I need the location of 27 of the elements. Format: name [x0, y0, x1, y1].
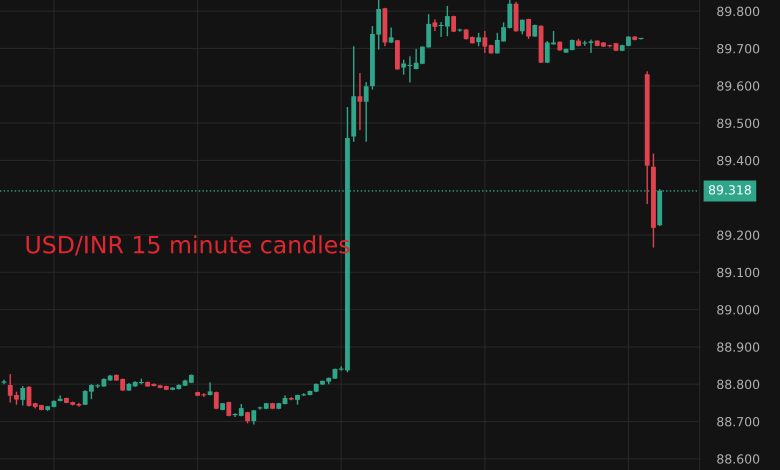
- candlestick: [251, 409, 256, 426]
- candlestick: [214, 390, 219, 410]
- candlestick: [526, 18, 531, 40]
- y-tick-label: 89.700: [717, 44, 760, 54]
- y-tick-label: 89.600: [717, 81, 760, 91]
- y-tick-label: 88.600: [717, 454, 760, 464]
- y-tick-label: 89.500: [717, 118, 760, 128]
- candlestick: [226, 401, 232, 417]
- y-tick-label: 88.800: [717, 380, 760, 390]
- y-tick-label: 88.700: [717, 416, 760, 426]
- candlestick: [364, 81, 369, 142]
- y-tick-label: 89.800: [717, 6, 760, 16]
- candlestick: [388, 26, 394, 44]
- candlestick: [20, 385, 26, 406]
- y-tick-label: 89.000: [717, 305, 760, 315]
- y-tick-label: 88.900: [717, 342, 760, 352]
- candlestick: [451, 14, 456, 33]
- candlestick: [358, 72, 362, 131]
- y-tick-label: 89.100: [717, 268, 760, 278]
- ref-line-label: 89.318: [708, 185, 751, 195]
- candlestick: [532, 24, 538, 38]
- candlestick: [432, 18, 438, 32]
- y-tick-label: 89.200: [717, 230, 760, 240]
- y-tick-label: 89.400: [717, 156, 760, 166]
- candlestick: [208, 382, 212, 396]
- candlestick: [520, 18, 525, 36]
- candlestick: [476, 32, 482, 47]
